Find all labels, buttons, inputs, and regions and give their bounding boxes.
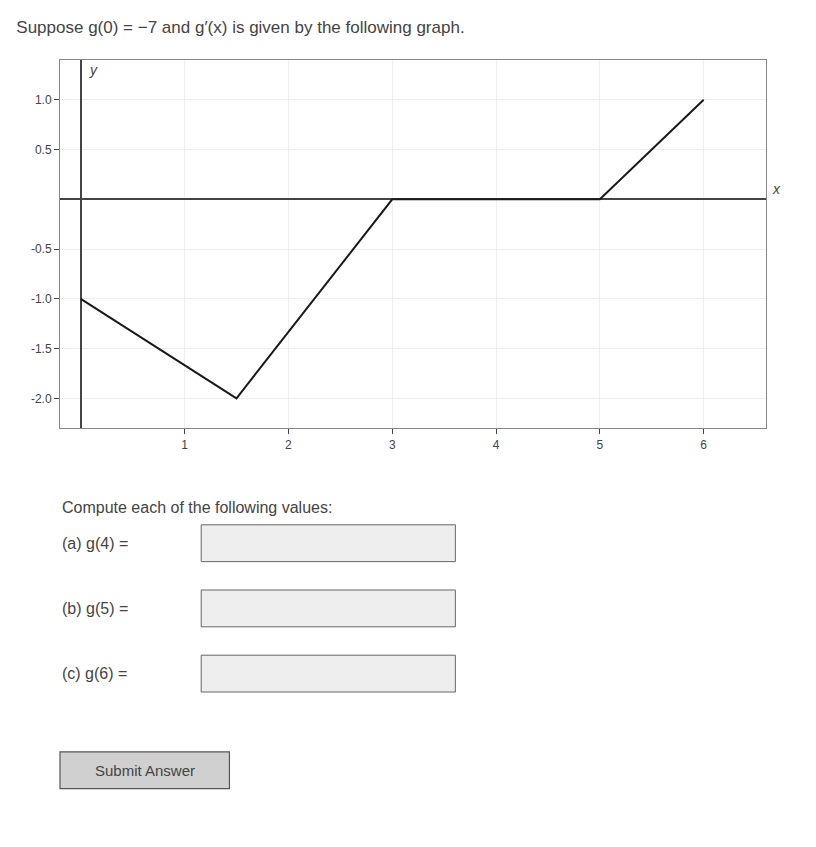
svg-text:6: 6 [700, 438, 707, 452]
svg-text:-2.0: -2.0 [31, 392, 52, 406]
svg-text:(b) g(5) =: (b) g(5) = [62, 600, 128, 617]
svg-text:(a) g(4) =: (a) g(4) = [62, 535, 128, 552]
svg-text:0.5: 0.5 [35, 143, 52, 157]
svg-text:1.0: 1.0 [35, 93, 52, 107]
svg-text:Submit Answer: Submit Answer [95, 762, 195, 779]
svg-text:Compute each of the following: Compute each of the following values: [62, 499, 332, 516]
svg-text:y: y [89, 62, 98, 78]
svg-text:5: 5 [597, 438, 604, 452]
svg-text:-1.0: -1.0 [31, 292, 52, 306]
svg-text:-1.5: -1.5 [31, 342, 52, 356]
svg-text:-0.5: -0.5 [31, 242, 52, 256]
svg-text:(c) g(6) =: (c) g(6) = [62, 665, 127, 682]
svg-text:2: 2 [285, 438, 292, 452]
svg-text:3: 3 [389, 438, 396, 452]
svg-text:Suppose g(0) = −7 and g′(x) is: Suppose g(0) = −7 and g′(x) is given by … [16, 18, 464, 37]
svg-text:1: 1 [181, 438, 188, 452]
svg-text:4: 4 [493, 438, 500, 452]
svg-text:x: x [772, 181, 781, 197]
